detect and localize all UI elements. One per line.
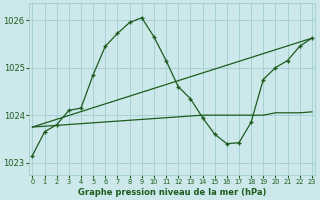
X-axis label: Graphe pression niveau de la mer (hPa): Graphe pression niveau de la mer (hPa)	[78, 188, 266, 197]
